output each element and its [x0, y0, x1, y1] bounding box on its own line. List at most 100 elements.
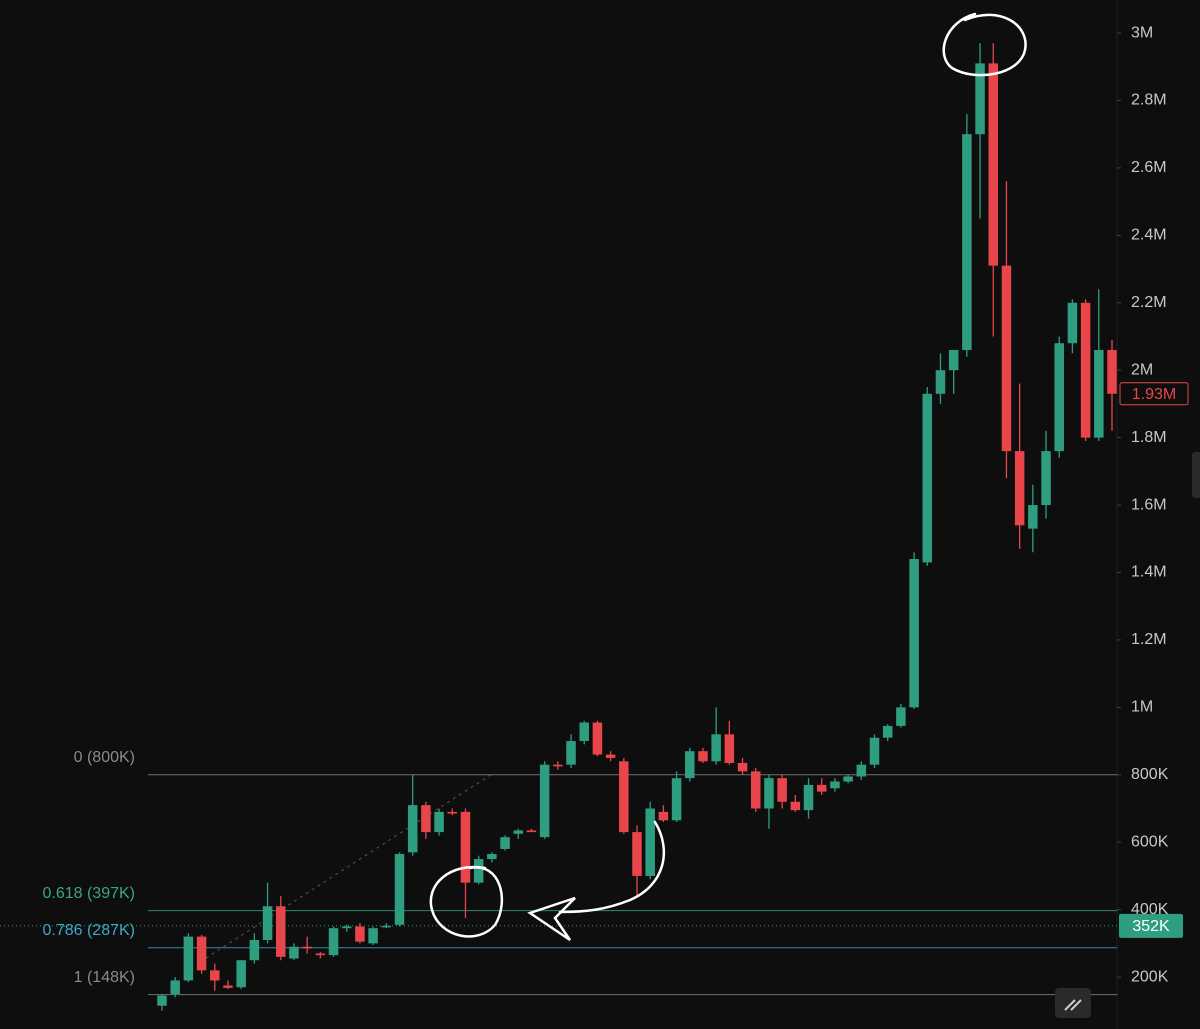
candle-body — [381, 925, 392, 928]
price-tag-label: 1.93M — [1132, 386, 1176, 403]
ui-button[interactable] — [1055, 988, 1091, 1018]
y-tick-label: 2.6M — [1131, 159, 1167, 176]
candle-body — [170, 980, 180, 994]
candle-body — [816, 784, 827, 792]
candle-body — [856, 764, 867, 777]
y-tick-label: 1.8M — [1131, 429, 1167, 446]
candle-body — [553, 764, 563, 767]
candle-body — [447, 811, 458, 814]
candle-body — [658, 811, 669, 821]
candle-body — [249, 939, 260, 961]
candle-body — [513, 830, 523, 834]
fib-level-label: 0.786 (287K) — [42, 922, 135, 939]
candle-body — [302, 946, 312, 949]
candle-body — [737, 762, 748, 772]
fib-level-label: 0.618 (397K) — [42, 885, 135, 902]
y-tick-label: 2.2M — [1131, 294, 1167, 311]
candle-body — [790, 801, 801, 811]
candle-body — [619, 761, 629, 833]
candle-body — [803, 784, 814, 811]
y-tick-label: 3M — [1131, 24, 1153, 41]
candle-body — [948, 349, 959, 371]
candle-body — [632, 832, 642, 876]
candle-body — [210, 970, 220, 981]
arrow-head — [527, 896, 576, 942]
candle-body — [539, 764, 550, 838]
candle-body — [645, 808, 655, 876]
candle-body — [605, 754, 616, 758]
price-tag-label: 352K — [1132, 918, 1170, 935]
y-tick-label: 1M — [1131, 699, 1153, 716]
candle-body — [500, 837, 510, 849]
candle-body — [671, 778, 682, 821]
candle-body — [566, 741, 576, 765]
arrow-curve — [558, 820, 666, 914]
candle-body — [1080, 302, 1091, 438]
y-tick-label: 400K — [1131, 901, 1169, 918]
candle-body — [157, 995, 167, 1006]
candle-body — [407, 805, 418, 853]
candle-body — [526, 830, 537, 833]
candle-body — [355, 926, 365, 942]
circle-top — [942, 12, 1027, 77]
candle-body — [1094, 349, 1104, 438]
candle-body — [289, 946, 299, 959]
candle-body — [368, 928, 378, 944]
candle-body — [394, 854, 405, 925]
candle-body — [777, 778, 787, 802]
y-tick-label: 2M — [1131, 361, 1153, 378]
candle-body — [592, 722, 603, 755]
fib-level-label: 0 (800K) — [74, 749, 135, 766]
candle-body — [698, 751, 708, 762]
candle-body — [262, 906, 273, 940]
price-tag-box — [1119, 382, 1189, 406]
candle-body — [882, 725, 893, 738]
candle-body — [724, 734, 735, 763]
candle-body — [830, 781, 840, 789]
candle-body — [341, 926, 352, 929]
candle-body — [909, 559, 919, 708]
candle-body — [869, 737, 880, 765]
candle-body — [843, 776, 853, 782]
candle-body — [685, 751, 695, 779]
candle-body — [935, 370, 946, 394]
side-tab[interactable] — [1192, 452, 1200, 498]
candle-body — [988, 63, 998, 266]
candle-body — [579, 722, 589, 742]
candle-body — [183, 936, 194, 981]
price-tag-box — [1119, 913, 1183, 938]
candle-body — [975, 63, 985, 135]
candle-body — [1001, 265, 1012, 452]
candle-body — [922, 393, 933, 563]
fib-level-label: 1 (148K) — [74, 969, 135, 986]
y-tick-label: 2.4M — [1131, 227, 1167, 244]
annotations — [429, 12, 1027, 942]
candle-body — [487, 854, 497, 860]
candle-body — [1107, 349, 1117, 394]
y-tick-label: 600K — [1131, 833, 1169, 850]
candle-body — [473, 859, 484, 883]
candle-body — [276, 906, 286, 957]
plot: 200K 400K 600K 800K 1M 1.2M 1.4M 1.6M 1.8M 2M 2.2M… — [0, 24, 1189, 1011]
y-tick-label: 1.4M — [1131, 564, 1167, 581]
candle-body — [460, 811, 471, 883]
candle-body — [711, 734, 721, 762]
scroll-icon — [1064, 999, 1082, 1011]
candle-body — [1041, 451, 1051, 506]
candle-body — [421, 805, 431, 833]
candle-body — [1028, 505, 1038, 529]
candle-body — [1067, 302, 1078, 344]
y-tick-label: 1.2M — [1131, 631, 1167, 648]
candle-body — [196, 936, 207, 971]
candle-body — [315, 953, 326, 956]
candle-body — [764, 778, 774, 809]
candle-body — [751, 771, 761, 809]
candle-body — [236, 960, 246, 988]
y-tick-label: 200K — [1131, 968, 1169, 985]
candle-body — [434, 811, 444, 833]
y-tick-label: 2.8M — [1131, 92, 1167, 109]
trend-line — [199, 773, 493, 963]
candle-body — [1054, 343, 1064, 452]
